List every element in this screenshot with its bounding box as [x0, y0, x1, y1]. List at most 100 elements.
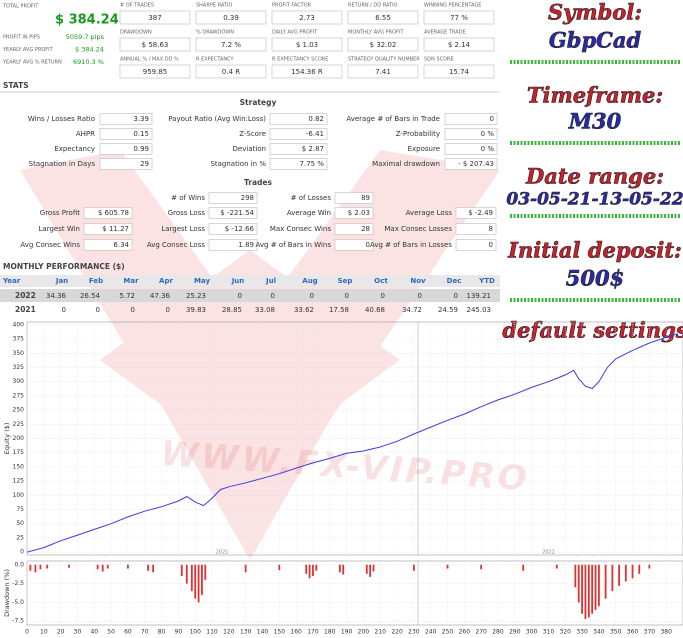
column-header: Jun: [231, 277, 245, 285]
stat-label: Avg Consec Wins: [20, 241, 80, 249]
value-box: [208, 223, 258, 235]
value: 6.55: [375, 14, 391, 22]
stat-label: Average # of Bars in Trade: [346, 115, 440, 123]
value-box: [99, 113, 153, 125]
x-tick-label: 370: [644, 629, 656, 636]
drawdown-bar: [180, 564, 183, 577]
value: 5059.7 pips: [66, 33, 105, 41]
y-tick-label: 275: [13, 392, 25, 399]
value-box: [99, 158, 153, 170]
x-tick-label: 20: [57, 629, 65, 636]
annotation: 2022: [542, 550, 555, 556]
value-box: [269, 128, 328, 140]
stat-value: 8: [489, 225, 493, 233]
x-tick-label: 200: [358, 629, 370, 636]
stat-label: Deviation: [233, 145, 266, 153]
y-tick-label: 75: [16, 506, 24, 513]
value-box: [269, 143, 328, 155]
stat-label: Largest Loss: [161, 225, 205, 233]
value: 7.41: [375, 68, 391, 76]
cell: 34.72: [402, 306, 422, 314]
stat-label: Avg # of Bars in Losses: [370, 241, 452, 249]
value: 0.4 R: [222, 68, 240, 76]
column-header: Sep: [338, 277, 353, 285]
x-tick-label: 90: [175, 629, 183, 636]
stat-label: Stagnation in %: [210, 160, 266, 168]
overlay-text: 03-05-21-13-05-22: [506, 190, 683, 210]
stat-label: Avg Consec Loss: [147, 241, 206, 249]
x-tick-label: 230: [408, 629, 420, 636]
cell: 0: [166, 306, 170, 314]
label: MONTHLY AVG PROFIT: [348, 30, 404, 36]
column-header: Aug: [302, 277, 317, 285]
value-box: [423, 10, 495, 25]
drawdown-bar: [446, 564, 449, 569]
stat-label: Gross Loss: [168, 209, 206, 217]
x-tick-label: 10: [40, 629, 48, 636]
label: ANNUAL % / MAX DD %: [120, 57, 179, 63]
value-box: [269, 158, 328, 170]
cell: 0: [131, 306, 135, 314]
x-tick-label: 60: [124, 629, 132, 636]
column-header: Jan: [55, 277, 68, 285]
x-tick-label: 210: [375, 629, 387, 636]
stat-value: 0: [366, 241, 370, 249]
cell: 0: [238, 292, 242, 300]
drawdown-bar: [597, 564, 600, 607]
drawdown-bar: [197, 564, 200, 603]
value-box: [195, 37, 267, 52]
background-logo: [20, 150, 500, 560]
value-box: [444, 143, 498, 155]
drawdown-bar: [190, 564, 193, 592]
drawdown-bar: [308, 564, 311, 579]
stat-label: # of Losses: [291, 194, 332, 202]
y-tick-label: 200: [13, 435, 25, 442]
equity-line: [26, 333, 679, 553]
stat-value: 29: [140, 160, 149, 168]
stat-label: Max Consec Wins: [270, 225, 331, 233]
stat-value: 3.39: [133, 115, 149, 123]
overlay-text: Timeframe:: [527, 83, 663, 108]
label: DAILY AVG PROFIT: [272, 30, 318, 36]
label: DRAWDOWN: [120, 30, 152, 36]
x-tick-label: 130: [240, 629, 252, 636]
y-tick-label: 250: [13, 407, 25, 414]
stat-label: AHPR: [76, 130, 95, 138]
stat-value: 0.15: [133, 130, 149, 138]
y-tick-label: -5.0: [12, 599, 24, 606]
value-box: [99, 128, 153, 140]
cell: 40.68: [365, 306, 385, 314]
column-header: Oct: [374, 277, 388, 285]
cell: 2022: [15, 291, 36, 300]
value-box: [195, 64, 267, 79]
label: WINNING PERCENTAGE: [424, 3, 481, 9]
drawdown-bar: [312, 564, 314, 577]
drawdown-bar: [369, 564, 372, 577]
stat-label: Z-Probability: [396, 130, 440, 138]
cell: 0: [271, 292, 275, 300]
x-tick-label: 100: [189, 629, 201, 636]
label: R EXPECTANCY: [196, 57, 235, 63]
x-tick-label: 80: [158, 629, 166, 636]
value-box: [444, 113, 498, 125]
y-tick-label: 400: [13, 321, 25, 328]
x-tick-label: 220: [391, 629, 403, 636]
stat-value: $ -221.54: [220, 209, 254, 217]
overlay-text: GbpCad: [549, 28, 642, 53]
stat-value: 298: [241, 194, 254, 202]
y-tick-label: -2.5: [12, 580, 24, 587]
overlay-text: Symbol:: [548, 0, 642, 25]
value: 2.73: [299, 14, 315, 22]
x-tick-label: 110: [206, 629, 218, 636]
drawdown-bar: [152, 564, 155, 573]
cell: 245.03: [467, 306, 492, 314]
y-tick-label: 100: [13, 492, 25, 499]
drawdown-bar: [201, 564, 203, 595]
value-box: [423, 37, 495, 52]
drawdown-bar: [480, 564, 483, 570]
x-tick-label: 70: [141, 629, 149, 636]
value-box: [271, 64, 343, 79]
drawdown-bar: [96, 564, 99, 570]
cell: 33.08: [255, 306, 275, 314]
value: 6910.3 %: [73, 58, 104, 66]
